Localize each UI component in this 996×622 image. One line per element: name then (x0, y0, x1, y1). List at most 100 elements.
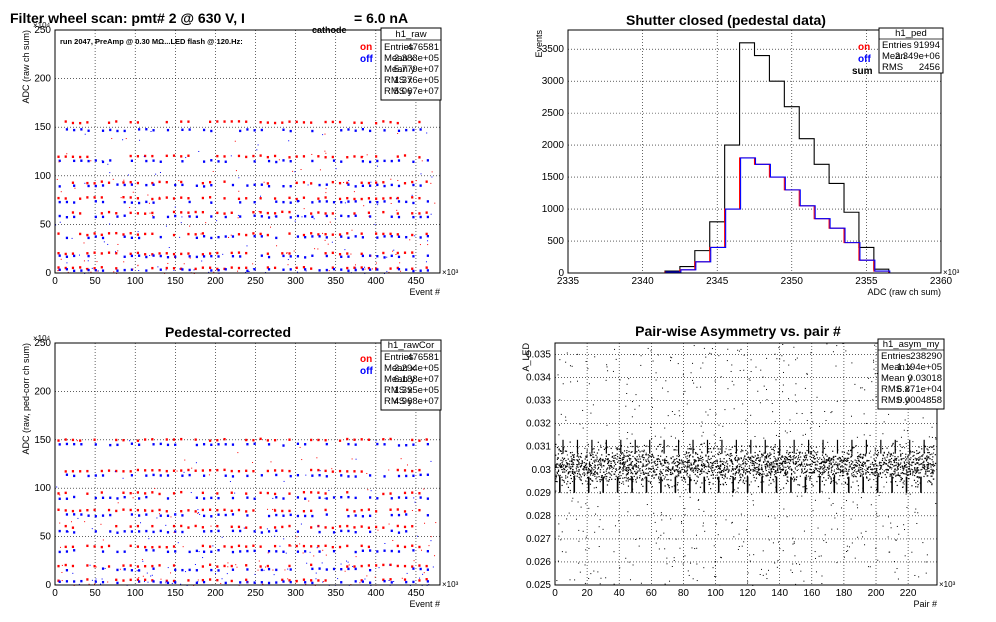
asym-point (850, 455, 853, 458)
asym-point (926, 458, 928, 461)
asym-outlier-point (782, 391, 784, 393)
asym-point (603, 448, 606, 451)
on-point (86, 544, 89, 548)
off-point (174, 255, 177, 259)
on-point (353, 155, 356, 158)
asym-point (754, 468, 756, 470)
asym-point (579, 474, 582, 476)
asym-point (587, 472, 590, 474)
asym-outlier-point (625, 491, 627, 493)
on-point (259, 491, 262, 495)
sparse-point (274, 215, 276, 217)
asym-point (846, 459, 848, 461)
asym-point (898, 459, 900, 461)
on-point (86, 578, 89, 581)
off-point (123, 568, 126, 571)
off-point (188, 255, 191, 258)
on-point (252, 232, 255, 235)
asym-point (617, 448, 619, 450)
asym-point (836, 464, 839, 466)
asym-point (694, 460, 696, 463)
on-point (403, 564, 407, 568)
on-point (302, 155, 306, 158)
asym-outlier-point (655, 379, 657, 381)
asym-outlier-point (569, 579, 571, 581)
stats-label: RMS y (881, 395, 910, 406)
asym-outlier-point (618, 520, 620, 522)
asym-point (664, 476, 666, 478)
off-point (145, 548, 148, 552)
asym-point (819, 472, 822, 474)
asym-point (802, 486, 804, 488)
on-point (273, 154, 277, 158)
asym-point (765, 457, 768, 459)
asym-point (561, 466, 563, 468)
sparse-point (55, 224, 57, 226)
off-point (369, 160, 372, 164)
sparse-point (378, 567, 380, 569)
asym-outlier-point (750, 359, 752, 361)
asym-outlier-point (875, 457, 877, 459)
asym-outlier-point (792, 543, 794, 545)
asym-outlier-point (625, 476, 627, 478)
asym-outlier-point (778, 347, 780, 349)
asym-point (739, 476, 741, 478)
asym-point (771, 462, 773, 464)
asym-point (892, 442, 894, 445)
asym-point (695, 453, 697, 455)
on-point (136, 155, 140, 158)
sparse-point (283, 480, 285, 482)
y-tick-label: 0.025 (526, 580, 551, 591)
stats-label: RMS (882, 62, 903, 73)
on-point (158, 564, 161, 567)
on-point (288, 492, 291, 495)
on-point (79, 232, 82, 236)
off-point (267, 185, 271, 188)
asym-point (856, 480, 858, 482)
asym-point (642, 479, 644, 481)
off-point (181, 268, 184, 271)
sparse-point (415, 180, 417, 182)
asym-point (619, 457, 622, 459)
asym-point (780, 488, 782, 491)
on-point (64, 470, 67, 473)
off-point (123, 255, 126, 258)
asym-outlier-point (625, 405, 627, 407)
asym-point (669, 473, 671, 475)
on-point (353, 510, 356, 513)
asym-outlier-point (873, 361, 875, 363)
asym-point (687, 476, 689, 478)
asym-point (576, 459, 579, 462)
off-point (383, 256, 386, 259)
on-point (259, 121, 262, 124)
asym-point (604, 460, 606, 462)
on-point (302, 491, 306, 494)
asym-outlier-point (869, 566, 871, 568)
asym-point (699, 473, 701, 476)
asym-outlier-point (625, 474, 627, 476)
asym-outlier-point (736, 461, 738, 463)
off-point (65, 569, 69, 572)
asym-point (743, 470, 745, 472)
asym-point (583, 461, 585, 464)
asym-point (858, 463, 860, 466)
off-point (347, 495, 350, 499)
on-point (100, 212, 103, 215)
asym-point (908, 458, 910, 460)
off-point (304, 236, 307, 239)
asym-point (894, 468, 896, 471)
asym-point (842, 460, 844, 462)
sparse-point (201, 260, 203, 262)
asym-point (603, 465, 605, 467)
off-point (361, 268, 364, 271)
asym-outlier-point (571, 481, 573, 483)
asym-point (590, 472, 592, 475)
asym-point (739, 474, 741, 476)
asym-point (918, 459, 920, 461)
asym-point (821, 480, 823, 482)
asym-point (917, 458, 919, 460)
off-point (340, 200, 343, 204)
sparse-point (227, 562, 229, 564)
asym-outlier-point (682, 563, 684, 565)
asym-point (586, 455, 588, 457)
